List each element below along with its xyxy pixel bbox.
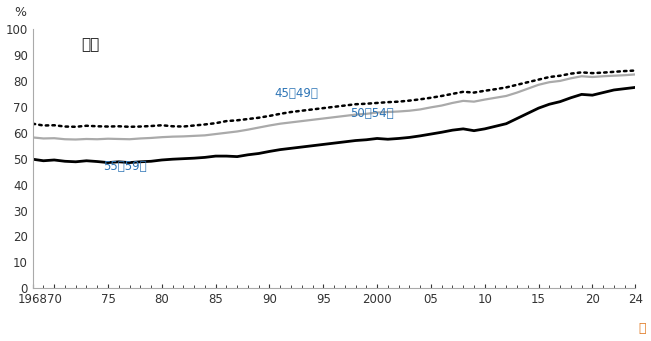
Text: 55～59歳: 55～59歳 [103, 160, 146, 173]
Text: 女性: 女性 [81, 37, 99, 52]
Text: 年: 年 [639, 322, 646, 335]
Text: %: % [14, 6, 27, 19]
Text: 45～49歳: 45～49歳 [275, 87, 319, 100]
Text: 50～54歳: 50～54歳 [350, 107, 394, 120]
